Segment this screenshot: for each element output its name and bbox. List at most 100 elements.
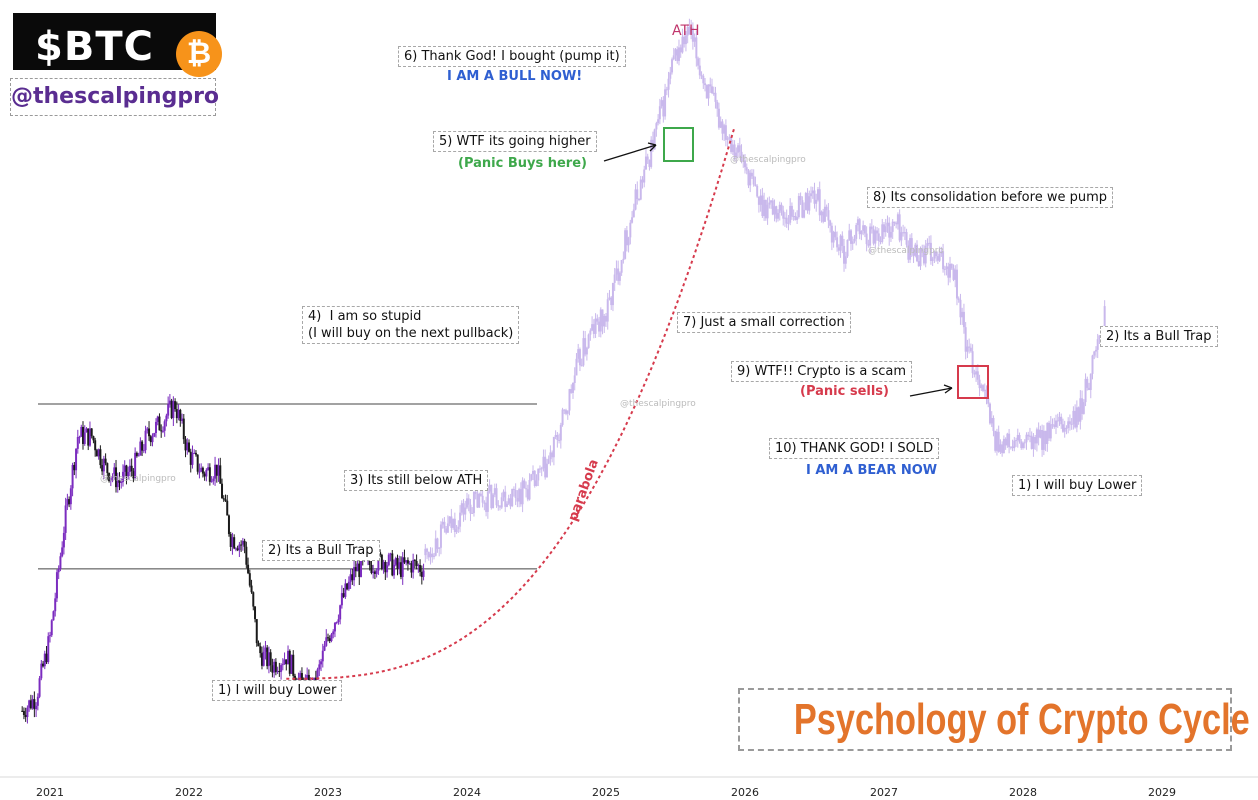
candle-body xyxy=(518,489,521,502)
candle-body xyxy=(306,674,309,680)
candle-body xyxy=(320,661,323,665)
annotation-buy-lower-2: 1) I will buy Lower xyxy=(1012,475,1143,496)
candle-body xyxy=(985,389,988,398)
candle-body xyxy=(667,78,670,90)
candle-body xyxy=(966,346,969,352)
candle-body xyxy=(500,497,503,508)
candle-body xyxy=(47,636,50,663)
candle-body xyxy=(360,556,363,577)
candle-body xyxy=(825,206,828,211)
candle-body xyxy=(391,553,394,576)
candle-body xyxy=(170,400,173,419)
candle-body xyxy=(1009,446,1012,448)
candle-body xyxy=(657,119,660,124)
candle-body xyxy=(565,410,568,414)
candle-body xyxy=(139,441,142,456)
candle-body xyxy=(161,430,164,432)
candle-body xyxy=(40,663,43,679)
candle-body xyxy=(516,498,519,502)
candle-body xyxy=(262,651,265,666)
candle-body xyxy=(855,225,858,239)
candle-body xyxy=(443,521,446,529)
candle-body xyxy=(530,474,533,480)
x-tick-label: 2025 xyxy=(592,786,620,799)
candle-body xyxy=(389,553,392,555)
candle-body xyxy=(1063,427,1066,432)
candle-body xyxy=(978,379,981,389)
candle-body xyxy=(688,26,691,35)
candle-body xyxy=(347,581,350,590)
candle-body xyxy=(384,562,387,573)
candle-body xyxy=(71,464,74,489)
candle-body xyxy=(763,199,766,217)
candle-body xyxy=(459,512,462,527)
candle-body xyxy=(403,557,406,563)
candle-body xyxy=(175,409,178,419)
candle-body xyxy=(453,518,456,533)
x-tick-label: 2027 xyxy=(870,786,898,799)
candle-body xyxy=(186,442,189,451)
candle-body xyxy=(615,268,618,275)
candle-body xyxy=(472,491,475,513)
candle-body xyxy=(849,230,852,244)
candle-body xyxy=(724,125,727,140)
candle-body xyxy=(410,563,413,573)
candle-body xyxy=(770,200,773,203)
candle-body xyxy=(862,225,865,231)
candle-body xyxy=(909,238,912,260)
candle-body xyxy=(250,585,253,593)
candle-body xyxy=(158,416,161,431)
candle-body xyxy=(24,714,27,718)
candle-body xyxy=(205,469,208,477)
candle-body xyxy=(895,222,898,225)
candle-body xyxy=(78,436,81,438)
candle-body xyxy=(467,498,470,505)
candle-body xyxy=(43,653,46,667)
candle-body xyxy=(394,558,397,565)
candle-body xyxy=(883,224,885,233)
candle-body xyxy=(514,490,517,499)
candle-body xyxy=(505,503,508,507)
candle-body xyxy=(130,465,133,472)
candle-body xyxy=(358,563,361,577)
candle-body xyxy=(787,222,790,224)
candle-body xyxy=(1004,438,1007,446)
brand-handle: @thescalpingpro xyxy=(10,78,219,116)
candle-body xyxy=(121,471,124,483)
candle-body xyxy=(999,444,1002,452)
candle-body xyxy=(823,206,826,222)
candle-body xyxy=(618,272,621,281)
candle-body xyxy=(1044,430,1047,445)
candle-body xyxy=(869,226,872,246)
candle-body xyxy=(210,481,213,483)
candle-body xyxy=(377,552,380,571)
candle-body xyxy=(571,382,574,393)
candle-body xyxy=(535,480,538,486)
candle-body xyxy=(964,327,967,352)
candle-body xyxy=(201,467,204,474)
candle-body xyxy=(768,202,771,205)
candle-body xyxy=(243,540,246,547)
candle-body xyxy=(495,488,498,506)
candle-body xyxy=(260,653,263,666)
candle-body xyxy=(49,635,51,637)
candle-body xyxy=(285,659,288,665)
chart-title: Psychology of Crypto Cycle xyxy=(793,695,1250,744)
candle-body xyxy=(420,571,423,577)
candle-body xyxy=(188,442,190,452)
candle-body xyxy=(863,225,866,234)
candle-body xyxy=(214,464,217,479)
candle-body xyxy=(438,547,441,549)
candle-body xyxy=(749,172,752,186)
candle-body xyxy=(283,659,286,665)
candle-body xyxy=(601,309,604,327)
candle-body xyxy=(832,231,835,243)
candle-body xyxy=(644,156,647,170)
watermark-2: @thescalpingpro xyxy=(620,399,696,409)
candle-body xyxy=(988,403,991,424)
candle-body xyxy=(460,503,463,513)
candle-body xyxy=(912,250,915,256)
candle-body xyxy=(1049,424,1052,439)
candle-body xyxy=(987,397,990,404)
candle-body xyxy=(481,495,484,503)
